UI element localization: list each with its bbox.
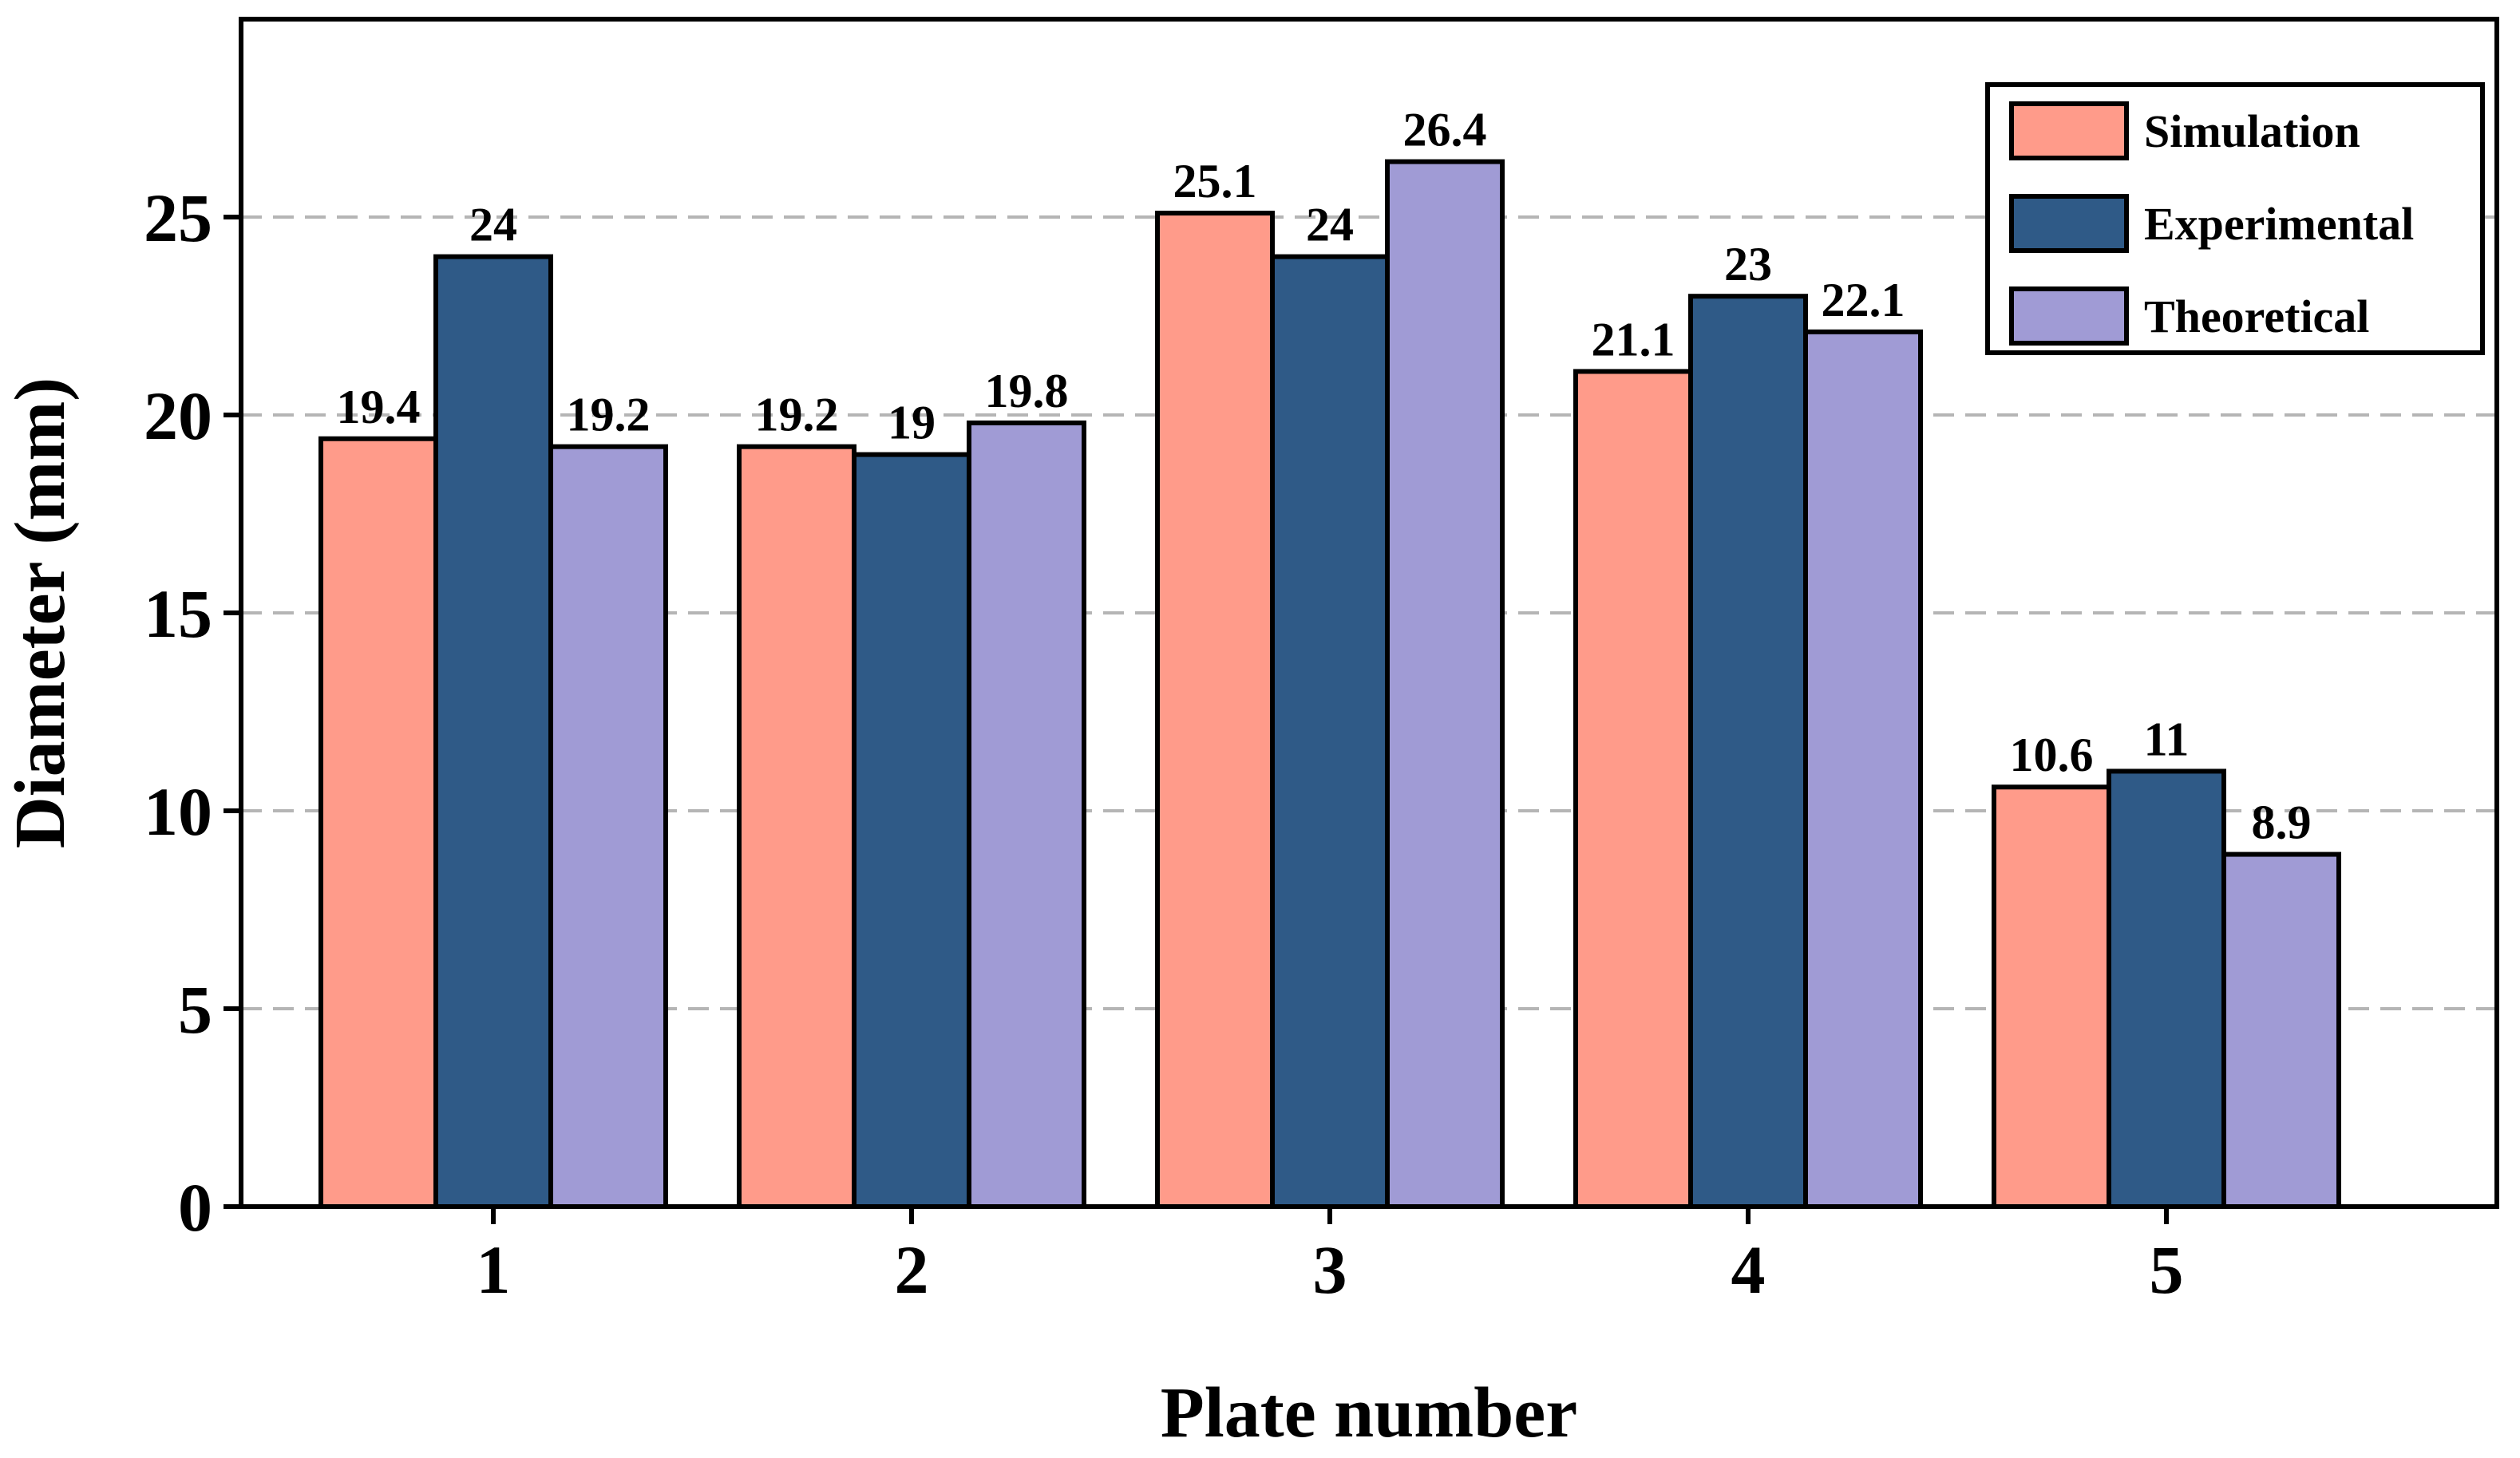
- bar-theoretical-plate-4: [1803, 329, 1923, 1210]
- legend-swatch-theoretical: [2009, 286, 2129, 346]
- y-tick-label-5: 5: [178, 971, 212, 1048]
- data-labels-layer: 19.4 24 19.2 19.2 19 19.8 25.1 24 26.4 21.1 23 22.1…: [337, 104, 2312, 849]
- y-tick-label-0: 0: [178, 1169, 212, 1246]
- data-label-experimental-plate-1: 24: [469, 199, 517, 251]
- bar-simulation-plate-1: [318, 436, 438, 1209]
- bar-experimental-plate-1: [433, 254, 553, 1210]
- legend-label-theoretical: Theoretical: [2144, 290, 2369, 342]
- bars-layer: [318, 159, 2341, 1210]
- legend-swatch-experimental: [2009, 194, 2129, 253]
- x-tick-label-4: 4: [1731, 1231, 1766, 1308]
- bar-experimental-plate-4: [1688, 294, 1808, 1210]
- bar-theoretical-plate-5: [2221, 851, 2341, 1210]
- x-tick-label-2: 2: [895, 1231, 929, 1308]
- x-axis-title: Plate number: [1161, 1373, 1577, 1452]
- data-label-experimental-plate-2: 19: [888, 397, 936, 449]
- y-tick-label-25: 25: [144, 180, 212, 256]
- bar-experimental-plate-5: [2107, 769, 2226, 1209]
- legend: Simulation Experimental Theoretical: [1985, 82, 2485, 355]
- bar-experimental-plate-3: [1270, 254, 1390, 1210]
- x-tick-label-3: 3: [1313, 1231, 1347, 1308]
- data-label-simulation-plate-5: 10.6: [2010, 729, 2094, 781]
- bar-theoretical-plate-3: [1385, 159, 1505, 1209]
- data-label-theoretical-plate-5: 8.9: [2252, 796, 2312, 849]
- data-label-experimental-plate-3: 24: [1306, 199, 1354, 251]
- bar-experimental-plate-2: [852, 452, 971, 1209]
- data-label-simulation-plate-1: 19.4: [337, 381, 421, 433]
- data-label-experimental-plate-4: 23: [1724, 238, 1772, 290]
- legend-label-experimental: Experimental: [2144, 198, 2414, 250]
- bar-theoretical-plate-1: [548, 444, 668, 1209]
- bar-theoretical-plate-2: [967, 420, 1086, 1209]
- bar-simulation-plate-4: [1573, 369, 1693, 1210]
- legend-label-simulation: Simulation: [2144, 105, 2360, 157]
- data-label-simulation-plate-2: 19.2: [755, 389, 839, 441]
- data-label-experimental-plate-5: 11: [2144, 713, 2190, 765]
- y-tick-label-20: 20: [144, 377, 212, 454]
- y-axis-title: Diameter (mm): [1, 377, 80, 849]
- data-label-theoretical-plate-2: 19.8: [985, 365, 1069, 417]
- bar-simulation-plate-3: [1155, 211, 1275, 1209]
- legend-swatch-simulation: [2009, 101, 2129, 160]
- data-label-theoretical-plate-4: 22.1: [1822, 274, 1905, 326]
- bar-simulation-plate-2: [737, 444, 856, 1209]
- data-label-theoretical-plate-3: 26.4: [1403, 104, 1487, 156]
- x-tick-label-1: 1: [477, 1231, 511, 1308]
- bar-simulation-plate-5: [1992, 784, 2111, 1209]
- x-tick-label-5: 5: [2150, 1231, 2184, 1308]
- y-tick-label-10: 10: [144, 773, 212, 850]
- data-label-simulation-plate-4: 21.1: [1592, 313, 1675, 365]
- y-tick-label-15: 15: [144, 575, 212, 652]
- data-label-theoretical-plate-1: 19.2: [567, 389, 651, 441]
- data-label-simulation-plate-3: 25.1: [1173, 155, 1257, 207]
